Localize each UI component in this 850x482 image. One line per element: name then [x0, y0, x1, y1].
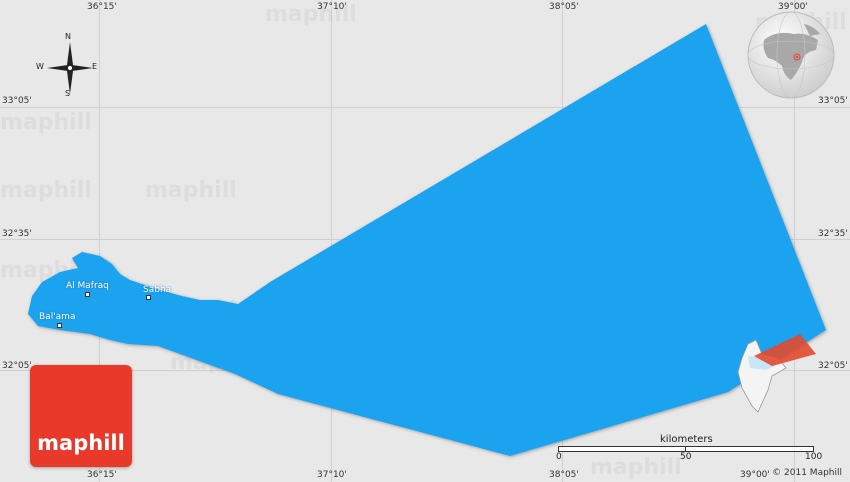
- place-marker: [57, 323, 62, 328]
- coord-label: 36°15': [87, 470, 117, 480]
- compass-rose: N S W E: [30, 32, 110, 100]
- coord-label: 32°05': [818, 361, 848, 371]
- watermark: maphill: [265, 2, 357, 27]
- maphill-logo[interactable]: maphill: [30, 365, 132, 467]
- scale-label: 0: [556, 452, 562, 462]
- watermark: maphill: [145, 178, 237, 203]
- copyright: © 2011 Maphill: [772, 468, 842, 478]
- logo-text: maphill: [37, 431, 125, 455]
- compass-icon: [47, 42, 93, 94]
- coord-label: 33°05': [2, 96, 32, 106]
- compass-s: S: [65, 89, 71, 98]
- scale-segment: [685, 446, 814, 452]
- place-marker: [85, 292, 90, 297]
- region-polygon: [28, 24, 826, 456]
- globe-icon: [747, 11, 835, 99]
- place-label-sabha[interactable]: Sabha: [143, 285, 172, 295]
- grid-line: [0, 107, 850, 108]
- compass-w: W: [36, 62, 44, 71]
- place-marker: [146, 295, 151, 300]
- coord-label: 39°00': [740, 470, 770, 480]
- coord-label: 39°00': [778, 2, 808, 12]
- coord-label: 33°05': [818, 96, 848, 106]
- scale-segment: [558, 446, 687, 452]
- place-label-al-mafraq[interactable]: Al Mafraq: [66, 281, 109, 291]
- coord-label: 32°35': [818, 229, 848, 239]
- watermark: maphill: [0, 178, 92, 203]
- coord-label: 38°05': [549, 2, 579, 12]
- coord-label: 37°10': [317, 2, 347, 12]
- grid-line: [794, 0, 795, 482]
- scale-bar: [558, 446, 816, 452]
- coord-label: 32°35': [2, 229, 32, 239]
- coord-label: 36°15': [87, 2, 117, 12]
- place-label-balama[interactable]: Bal'ama: [39, 312, 76, 322]
- coord-label: 38°05': [549, 470, 579, 480]
- grid-line: [331, 0, 332, 482]
- grid-line: [99, 0, 100, 482]
- compass-n: N: [65, 32, 71, 41]
- scale-label: 100: [805, 452, 823, 462]
- scale-label: 50: [680, 452, 692, 462]
- coord-label: 32°05': [2, 361, 32, 371]
- locator-inset: [737, 334, 816, 413]
- coord-label: 37°10': [317, 470, 347, 480]
- watermark: maphill: [0, 110, 92, 135]
- scale-title: kilometers: [660, 434, 713, 445]
- compass-e: E: [92, 62, 98, 71]
- watermark: maphill: [590, 455, 682, 480]
